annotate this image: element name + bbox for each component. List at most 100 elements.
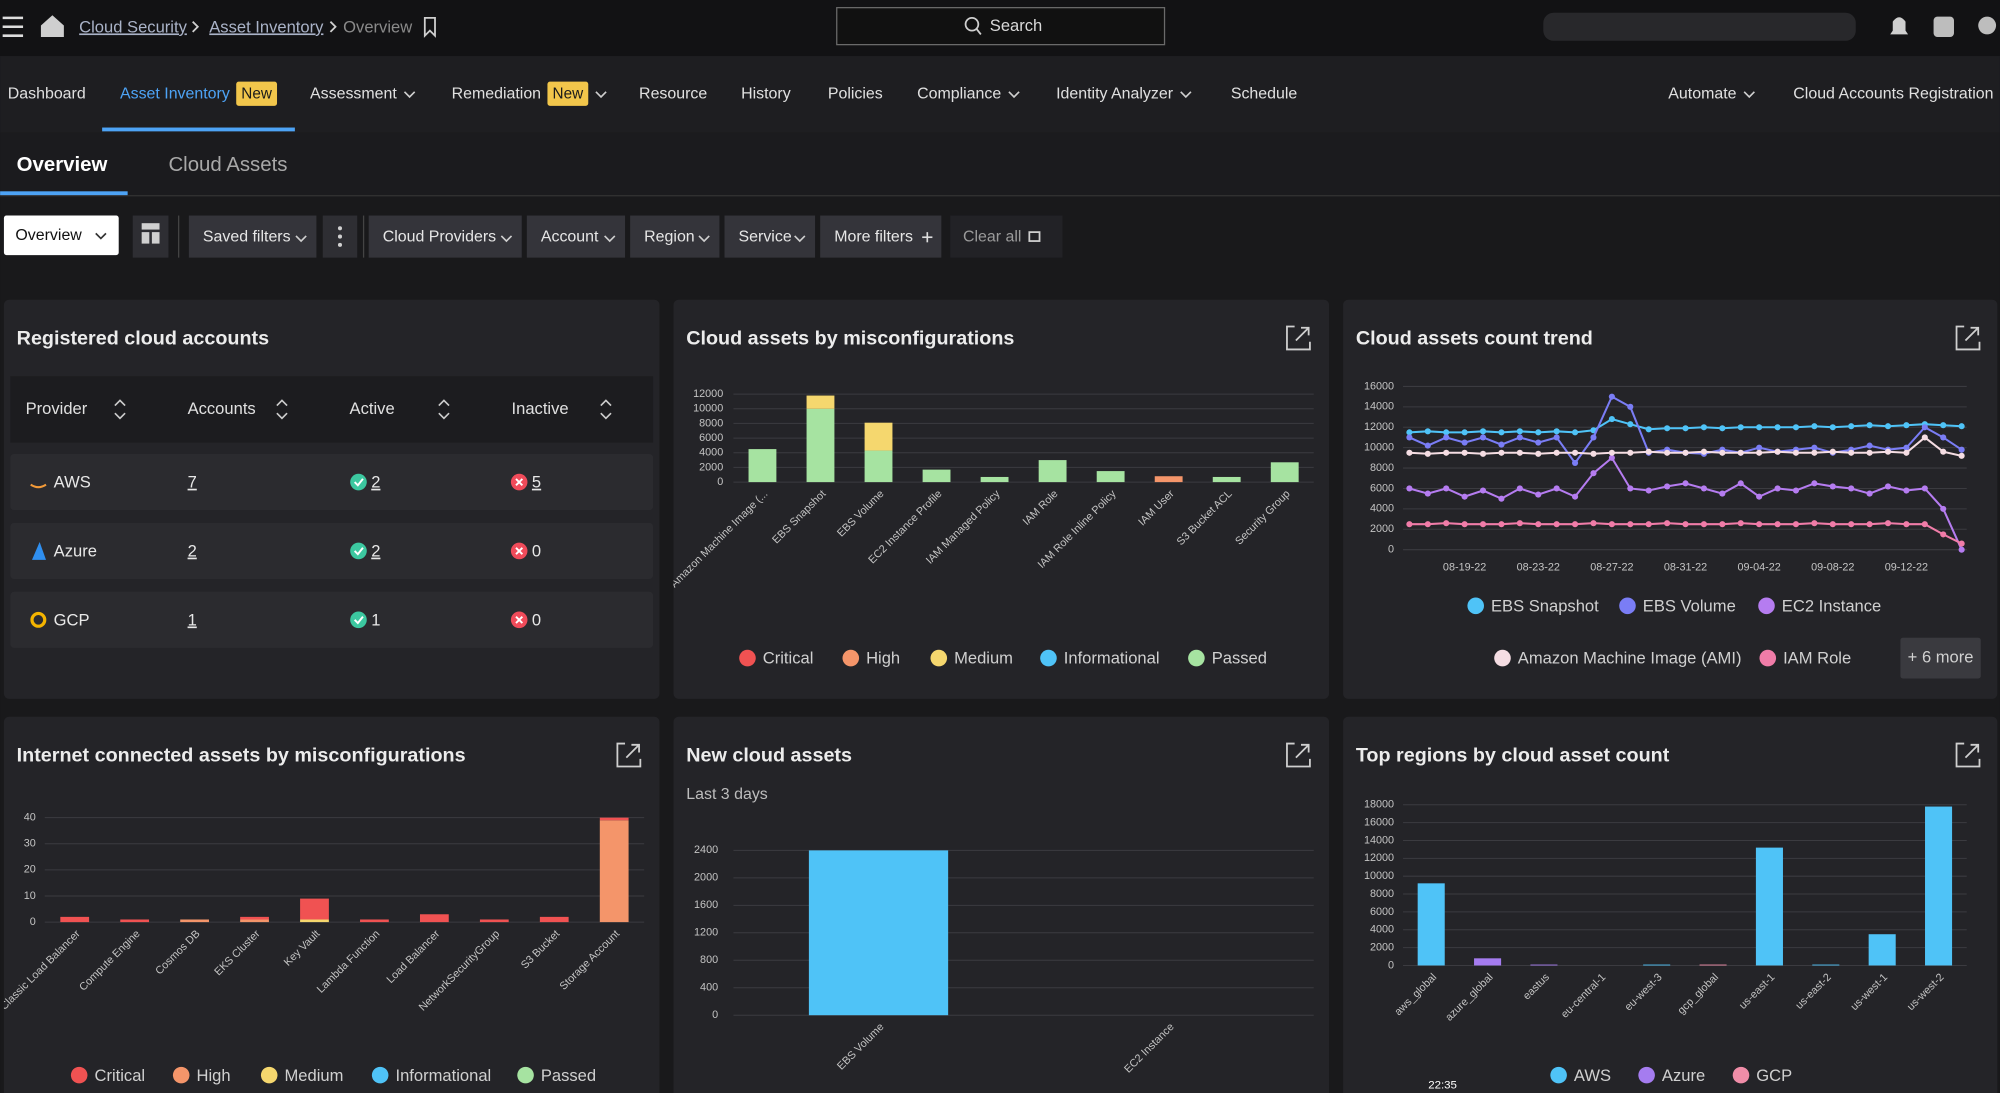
nav-item[interactable]: Remediation: [452, 86, 541, 103]
legend-label[interactable]: Critical: [763, 649, 814, 668]
column-header[interactable]: Inactive: [512, 399, 569, 418]
view-select[interactable]: [3, 215, 119, 256]
legend-label[interactable]: Critical: [94, 1066, 145, 1085]
legend-label[interactable]: EBS Snapshot: [1491, 596, 1599, 615]
legend-swatch[interactable]: [1467, 597, 1485, 615]
legend-label[interactable]: GCP: [1756, 1066, 1792, 1085]
layout-button[interactable]: [132, 215, 169, 258]
legend-swatch[interactable]: [1758, 597, 1775, 615]
nav-item[interactable]: Compliance: [917, 86, 1001, 103]
filter-button[interactable]: [526, 215, 626, 258]
export-icon[interactable]: [1955, 742, 1981, 768]
legend-label[interactable]: Informational: [1064, 649, 1160, 668]
table-cell[interactable]: 7: [188, 473, 197, 492]
legend-label[interactable]: Azure: [1662, 1066, 1705, 1085]
legend-swatch[interactable]: [842, 649, 860, 667]
bar-segment: [1699, 964, 1727, 966]
legend-swatch[interactable]: [1619, 597, 1636, 615]
legend-label[interactable]: High: [197, 1066, 231, 1085]
legend-label[interactable]: Medium: [285, 1066, 344, 1085]
y-tick-label: 0: [717, 476, 723, 488]
filter-button[interactable]: [630, 215, 720, 258]
legend-label[interactable]: AWS: [1574, 1066, 1611, 1085]
home-icon[interactable]: [40, 15, 64, 37]
legend-label[interactable]: EC2 Instance: [1782, 596, 1881, 615]
nav-item[interactable]: History: [741, 86, 791, 103]
legend-swatch[interactable]: [172, 1066, 190, 1084]
column-header[interactable]: Accounts: [188, 399, 256, 418]
legend-swatch[interactable]: [1759, 649, 1777, 667]
legend-swatch[interactable]: [1638, 1066, 1655, 1084]
panel: [1343, 299, 1998, 699]
legend-swatch[interactable]: [70, 1066, 88, 1084]
app-icon[interactable]: [1933, 16, 1954, 37]
trend-point: [1903, 487, 1910, 494]
trend-point: [1424, 521, 1431, 528]
menu-icon[interactable]: [2, 16, 24, 37]
legend-label[interactable]: Amazon Machine Image (AMI): [1518, 649, 1742, 668]
column-header[interactable]: Provider: [26, 399, 88, 418]
nav-item[interactable]: Resource: [639, 86, 707, 103]
bell-icon[interactable]: [1890, 17, 1909, 35]
legend-swatch[interactable]: [930, 649, 948, 667]
legend-label[interactable]: High: [866, 649, 900, 668]
legend-label[interactable]: Medium: [954, 649, 1013, 668]
nav-item[interactable]: Identity Analyzer: [1056, 86, 1174, 103]
legend-swatch[interactable]: [1040, 649, 1057, 667]
subtab[interactable]: Overview: [17, 154, 108, 176]
export-icon[interactable]: [1286, 325, 1311, 351]
export-icon[interactable]: [1286, 742, 1311, 768]
nav-item[interactable]: Assessment: [310, 86, 397, 103]
breadcrumb[interactable]: Asset Inventory: [209, 17, 324, 36]
legend-swatch[interactable]: [1732, 1066, 1750, 1084]
nav-item[interactable]: Schedule: [1231, 86, 1298, 103]
more-button[interactable]: [1900, 637, 1981, 679]
legend-swatch[interactable]: [517, 1066, 534, 1084]
legend-swatch[interactable]: [1188, 649, 1205, 667]
table-cell[interactable]: 2: [371, 542, 380, 561]
table-cell[interactable]: 5: [532, 473, 541, 492]
clear-button[interactable]: [950, 215, 1063, 258]
table-cell[interactable]: 0: [532, 542, 541, 561]
nav-item[interactable]: Policies: [828, 86, 883, 103]
filter-button[interactable]: [724, 215, 816, 258]
table-cell[interactable]: 0: [532, 610, 541, 629]
bar-segment: [1417, 883, 1445, 966]
legend-swatch[interactable]: [260, 1066, 278, 1084]
nav-item[interactable]: Asset Inventory: [120, 86, 230, 103]
chevron-icon: [1743, 91, 1755, 99]
table-cell[interactable]: 2: [188, 542, 197, 561]
legend-swatch[interactable]: [371, 1066, 389, 1084]
legend-swatch[interactable]: [1494, 649, 1511, 667]
export-icon[interactable]: [616, 742, 642, 768]
filter-button[interactable]: [368, 215, 522, 258]
export-icon[interactable]: [1955, 325, 1981, 351]
subtab[interactable]: Cloud Assets: [168, 154, 287, 176]
filter-button[interactable]: [820, 215, 942, 258]
legend-label[interactable]: IAM Role: [1783, 649, 1851, 668]
breadcrumb[interactable]: Cloud Security: [79, 17, 187, 36]
legend-swatch[interactable]: [739, 649, 756, 667]
legend-label[interactable]: Passed: [1212, 649, 1267, 668]
filter-label: Account: [541, 228, 599, 245]
trend-point: [1903, 444, 1910, 451]
table-cell[interactable]: 1: [188, 610, 197, 629]
table-row: [10, 522, 654, 580]
nav-item[interactable]: Dashboard: [8, 86, 86, 103]
legend-label[interactable]: Passed: [541, 1066, 596, 1085]
clear-label[interactable]: Clear all: [963, 228, 1021, 245]
legend-label[interactable]: EBS Volume: [1643, 596, 1736, 615]
legend-label[interactable]: Informational: [395, 1066, 491, 1085]
column-header[interactable]: Active: [350, 399, 395, 418]
trend-point: [1553, 449, 1560, 456]
legend-swatch[interactable]: [1550, 1066, 1567, 1084]
filter-button[interactable]: [188, 215, 317, 258]
table-cell[interactable]: 2: [371, 473, 380, 492]
bookmark-icon[interactable]: [423, 16, 436, 38]
y-tick-label: 16000: [1364, 380, 1394, 392]
nav-item[interactable]: Automate: [1668, 86, 1736, 103]
nav-item[interactable]: Cloud Accounts Registration: [1793, 86, 1993, 103]
user-icon[interactable]: [1978, 16, 1997, 35]
search-box[interactable]: [836, 7, 1166, 46]
table-cell[interactable]: 1: [371, 610, 380, 629]
